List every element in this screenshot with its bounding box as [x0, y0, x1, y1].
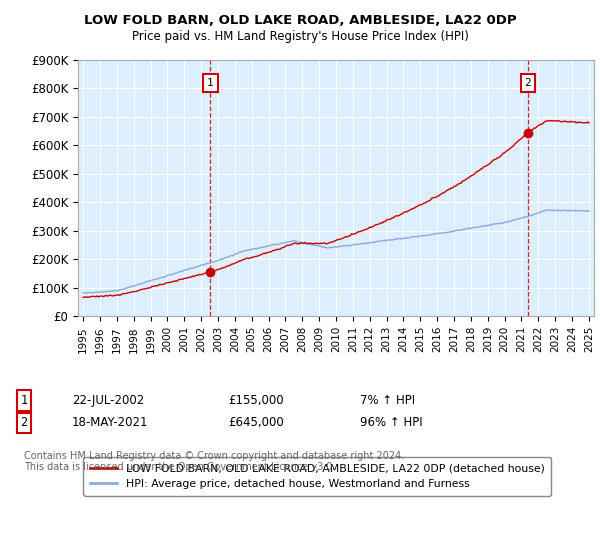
Legend: LOW FOLD BARN, OLD LAKE ROAD, AMBLESIDE, LA22 0DP (detached house), HPI: Average: LOW FOLD BARN, OLD LAKE ROAD, AMBLESIDE,…	[83, 457, 551, 496]
Text: 2: 2	[524, 78, 531, 88]
Text: LOW FOLD BARN, OLD LAKE ROAD, AMBLESIDE, LA22 0DP: LOW FOLD BARN, OLD LAKE ROAD, AMBLESIDE,…	[83, 14, 517, 27]
Text: Price paid vs. HM Land Registry's House Price Index (HPI): Price paid vs. HM Land Registry's House …	[131, 30, 469, 43]
Text: 1: 1	[207, 78, 214, 88]
Text: £155,000: £155,000	[228, 394, 284, 407]
Text: 1: 1	[20, 394, 28, 407]
Text: Contains HM Land Registry data © Crown copyright and database right 2024.
This d: Contains HM Land Registry data © Crown c…	[24, 451, 404, 473]
Text: 2: 2	[20, 416, 28, 430]
Text: 22-JUL-2002: 22-JUL-2002	[72, 394, 144, 407]
Text: 96% ↑ HPI: 96% ↑ HPI	[360, 416, 422, 430]
Text: 18-MAY-2021: 18-MAY-2021	[72, 416, 149, 430]
Text: £645,000: £645,000	[228, 416, 284, 430]
Text: 7% ↑ HPI: 7% ↑ HPI	[360, 394, 415, 407]
